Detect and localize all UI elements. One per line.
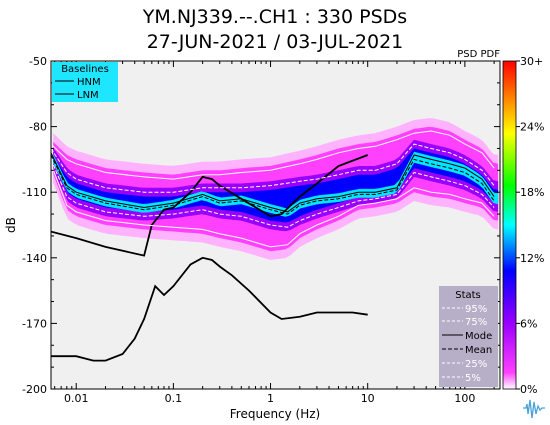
series-lines — [51, 130, 495, 362]
x-tick-label: 100 — [454, 392, 475, 405]
colorbar-tick-label: 6% — [520, 317, 537, 330]
y-tick-label: -80 — [29, 121, 47, 134]
plot-frame — [50, 60, 501, 390]
colorbar — [502, 60, 517, 390]
series-line-lnm — [51, 256, 368, 362]
series-line-5pct — [51, 163, 495, 248]
legend-entry-95: 95% — [465, 304, 487, 315]
series-line-25pct — [51, 159, 495, 228]
colorbar-tick-label: 30+ — [520, 55, 543, 68]
seismic-wave-logo-icon — [521, 397, 547, 421]
legend-entry-hnm: HNM — [77, 77, 101, 88]
series-line-mode — [51, 152, 495, 213]
y-tick-label: -170 — [22, 317, 47, 330]
x-tick-label: 0.1 — [165, 392, 183, 405]
legend-entry-75: 75% — [465, 317, 487, 328]
stats-legend-box — [439, 286, 498, 387]
axes: 0.01 0.1 1 10 100 -50 -80 -110 -140 -170 -200 — [22, 55, 500, 405]
chart-title-line1: YM.NJ339.--.CH1 : 330 PSDs — [142, 6, 408, 28]
legend-entry-25: 25% — [465, 359, 487, 370]
y-tick-label: -140 — [22, 252, 47, 265]
x-tick-label: 10 — [361, 392, 375, 405]
stats-legend-title: Stats — [455, 290, 481, 301]
colorbar-tick-label: 12% — [520, 252, 544, 265]
baselines-legend-title: Baselines — [61, 64, 109, 75]
colorbar-tick-label: 18% — [520, 186, 544, 199]
baselines-legend: Baselines HNM LNM — [52, 62, 118, 102]
legend-entry-5: 5% — [465, 373, 481, 384]
stats-legend: Stats 95% 75% Mode Mean 25% 5% — [439, 286, 498, 387]
baselines-legend-box — [52, 62, 118, 102]
colorbar-tick-label: 0% — [520, 383, 537, 396]
colorbar-ticks: 0% 6% 12% 18% 24% 30+ — [516, 55, 544, 396]
series-line-75pct — [51, 143, 495, 193]
chart-title-line2: 27-JUN-2021 / 03-JUL-2021 — [146, 31, 404, 53]
series-line-mean — [51, 154, 495, 215]
legend-entry-mean: Mean — [465, 345, 492, 356]
series-line-hnm — [51, 154, 369, 257]
x-tick-label: 0.01 — [64, 392, 89, 405]
colorbar-tick-label: 24% — [520, 121, 544, 134]
y-tick-label: -200 — [22, 383, 47, 396]
y-tick-label: -50 — [29, 55, 47, 68]
x-axis-label: Frequency (Hz) — [230, 407, 321, 421]
legend-entry-mode: Mode — [465, 331, 492, 342]
series-line-95pct — [51, 130, 495, 180]
x-tick-label: 1 — [267, 392, 274, 405]
psd-pdf-label: PSD PDF — [457, 49, 500, 60]
y-tick-label: -110 — [22, 186, 47, 199]
legend-entry-lnm: LNM — [77, 90, 99, 101]
y-axis-label: dB — [4, 217, 18, 233]
